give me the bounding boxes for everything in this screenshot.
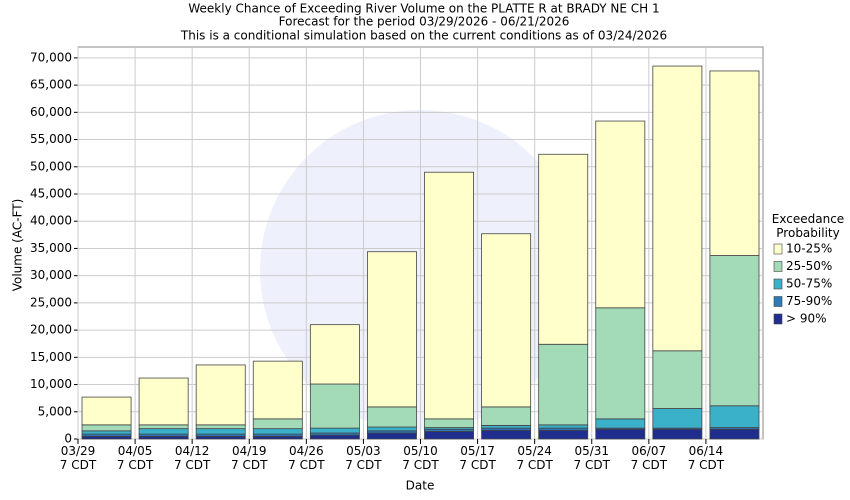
bar-segment xyxy=(195,364,246,426)
bar-segment xyxy=(252,418,303,430)
y-tick-label: 45,000 xyxy=(30,187,72,201)
bar-segment xyxy=(138,424,189,430)
bar-segment xyxy=(538,153,589,345)
bar-segment xyxy=(538,424,589,429)
x-tick-label: 05/03 7 CDT xyxy=(345,444,382,472)
bar-segment xyxy=(709,428,760,440)
bar-segment xyxy=(81,435,132,440)
x-tick-label: 04/05 7 CDT xyxy=(116,444,154,472)
bar-segment xyxy=(81,396,132,426)
x-tick-label: 06/07 7 CDT xyxy=(630,444,668,472)
bar-segment xyxy=(195,428,246,435)
chart-title: Weekly Chance of Exceeding River Volume … xyxy=(188,2,659,16)
bar-segment xyxy=(595,307,646,420)
x-tick-label: 04/12 7 CDT xyxy=(173,444,211,472)
x-axis-label: Date xyxy=(406,479,435,493)
legend-label: 75-90% xyxy=(786,294,832,308)
bar-segment xyxy=(481,429,532,440)
bar-segment xyxy=(595,428,646,440)
x-tick-label: 05/24 7 CDT xyxy=(516,444,553,472)
bar-segment xyxy=(595,418,646,429)
bar-segment xyxy=(424,418,474,428)
y-tick-label: 35,000 xyxy=(30,241,72,255)
legend-swatch xyxy=(773,243,783,255)
y-tick-label: 0 xyxy=(64,432,72,446)
y-tick-label: 25,000 xyxy=(30,295,72,309)
y-tick-label: 50,000 xyxy=(30,159,72,173)
x-tick-label: 04/19 7 CDT xyxy=(231,444,268,472)
y-tick-label: 5,000 xyxy=(38,404,72,418)
chart-subtitle: Forecast for the period 03/29/2026 - 06/… xyxy=(279,15,570,29)
x-tick-label: 05/17 7 CDT xyxy=(459,444,496,472)
bar-segment xyxy=(595,120,646,309)
legend-title: Exceedance Probability xyxy=(771,212,845,240)
bar-segment xyxy=(709,70,760,256)
bar-segment xyxy=(367,426,417,432)
bar-segment xyxy=(309,324,360,385)
y-axis-label: Volume (AC-FT) xyxy=(11,199,25,292)
y-tick-label: 40,000 xyxy=(30,214,72,228)
bar-segment xyxy=(652,65,703,352)
bar-segment xyxy=(309,383,360,429)
bar-segment xyxy=(195,424,246,430)
bar-segment xyxy=(309,427,360,434)
y-tick-label: 70,000 xyxy=(30,50,72,64)
legend-label: > 90% xyxy=(786,312,827,326)
bar-segment xyxy=(252,435,303,440)
bar-segment xyxy=(424,171,474,420)
y-tick-label: 55,000 xyxy=(30,132,72,146)
bar-segment xyxy=(652,408,703,429)
bar-segment xyxy=(538,343,589,426)
x-tick-label: 03/29 7 CDT xyxy=(59,444,97,472)
bar-segment xyxy=(367,251,417,408)
bar-segment xyxy=(538,429,589,440)
bar-segment xyxy=(367,432,417,440)
y-tick-label: 10,000 xyxy=(30,377,72,391)
bar-segment xyxy=(81,424,132,432)
legend-swatch xyxy=(773,261,783,272)
bar-segment xyxy=(652,428,703,440)
bar-segment xyxy=(309,434,360,440)
chart-note: This is a conditional simulation based o… xyxy=(180,29,667,43)
bar-segment xyxy=(367,406,417,428)
bar-segment xyxy=(138,377,189,426)
bar-segment xyxy=(652,350,703,409)
bar-segment xyxy=(481,406,532,426)
legend-swatch xyxy=(773,278,783,290)
legend-swatch xyxy=(773,313,783,325)
bar-segment xyxy=(138,428,189,435)
bar-segment xyxy=(481,424,532,429)
x-tick-label: 06/14 7 CDT xyxy=(687,444,725,472)
bar-segment xyxy=(252,428,303,435)
bar-segment xyxy=(481,233,532,408)
bar-segment xyxy=(195,435,246,440)
x-tick-label: 05/31 7 CDT xyxy=(573,444,610,472)
legend-swatch xyxy=(773,296,783,307)
y-tick-label: 20,000 xyxy=(30,323,72,337)
y-tick-label: 30,000 xyxy=(30,268,72,282)
legend-label: 50-75% xyxy=(786,277,832,291)
bar-segment xyxy=(138,435,189,440)
y-tick-label: 60,000 xyxy=(30,105,72,119)
bar-segment xyxy=(709,255,760,407)
bar-segment xyxy=(81,430,132,435)
bar-segment xyxy=(424,430,474,440)
y-tick-label: 15,000 xyxy=(30,350,72,364)
legend-label: 10-25% xyxy=(786,242,832,256)
bar-segment xyxy=(252,360,303,420)
bar-segment xyxy=(709,405,760,428)
y-tick-label: 65,000 xyxy=(30,78,72,92)
x-tick-label: 04/26 7 CDT xyxy=(288,444,325,472)
legend-label: 25-50% xyxy=(786,259,832,273)
x-tick-label: 05/10 7 CDT xyxy=(402,444,439,472)
